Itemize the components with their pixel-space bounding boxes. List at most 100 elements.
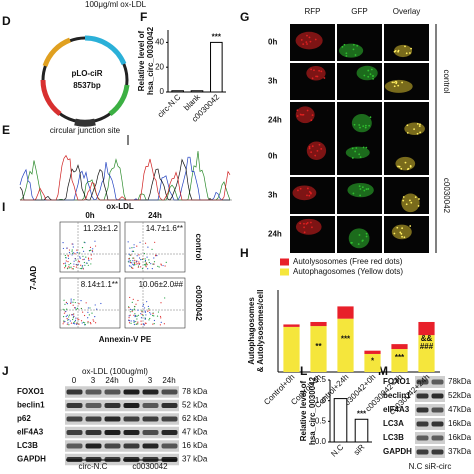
lane-group: circ-N.C <box>79 462 108 471</box>
annotation: && <box>421 334 433 343</box>
puncta <box>413 128 415 131</box>
size-label: 16kDa <box>448 419 472 428</box>
puncta <box>401 227 404 230</box>
size-label: 52kDa <box>448 391 472 400</box>
puncta <box>394 80 397 83</box>
puncta <box>310 119 313 122</box>
flow-dot <box>68 251 71 254</box>
size-label: 62 kDa <box>182 414 208 423</box>
flow-dot <box>64 265 67 267</box>
cell <box>295 106 315 124</box>
puncta <box>303 226 305 229</box>
flow-dot <box>79 252 81 254</box>
puncta <box>361 186 364 189</box>
flow-dot <box>152 323 154 325</box>
flow-dot <box>133 262 136 264</box>
flow-dot <box>128 306 130 309</box>
flow-dot <box>65 257 67 259</box>
y-axis-label: Relative level of <box>299 380 308 441</box>
flow-dot <box>62 308 64 310</box>
flow-dot <box>128 265 131 267</box>
flow-dot <box>70 298 72 300</box>
flow-plot <box>59 221 121 273</box>
blot-band <box>85 443 102 449</box>
flow-dot <box>68 264 70 266</box>
y-axis-label: & Autolysosomes/cell <box>256 290 265 373</box>
cell <box>306 141 327 160</box>
flow-dot <box>66 308 68 310</box>
cell <box>295 218 322 235</box>
puncta <box>297 189 299 192</box>
flow-dot <box>137 314 140 316</box>
y-axis-label: hsa_circ_0030042 <box>146 26 155 95</box>
blot-strip <box>65 453 179 466</box>
flow-dot <box>79 256 81 258</box>
puncta <box>310 151 313 154</box>
flow-dot <box>69 267 71 269</box>
flow-dot <box>83 258 85 260</box>
blot-band <box>66 416 83 422</box>
puncta <box>311 226 313 229</box>
flow-plot <box>59 277 121 329</box>
group-label: control <box>442 69 451 93</box>
panel-label: H <box>240 246 249 260</box>
puncta <box>363 189 366 192</box>
puncta <box>351 157 354 159</box>
size-label: 78 kDa <box>182 387 208 396</box>
blot-band <box>85 416 102 422</box>
blot-strip <box>415 418 445 430</box>
y-axis-label: Autophagosomes <box>247 297 256 365</box>
flow-dot <box>66 318 68 320</box>
flow-dot <box>87 317 89 319</box>
flow-dot <box>160 321 162 323</box>
flow-ylabel: 7-AAD <box>29 266 38 291</box>
flow-dot <box>136 255 138 257</box>
flow-dot <box>142 315 144 317</box>
bar <box>171 90 184 93</box>
puncta <box>357 243 360 245</box>
annotation: * <box>371 356 375 365</box>
puncta <box>356 44 359 47</box>
flow-dot <box>74 307 76 309</box>
y-tick-label: 40 <box>155 38 164 47</box>
flow-dot <box>82 321 85 323</box>
flow-dot <box>73 263 75 265</box>
flow-dot <box>147 246 149 248</box>
bar <box>210 41 223 93</box>
flow-dot <box>140 258 142 261</box>
lane-label: 3 <box>91 376 96 385</box>
flow-dot <box>72 246 74 248</box>
flow-dot <box>147 268 149 270</box>
flow-dot <box>144 318 146 320</box>
puncta <box>417 205 420 207</box>
flow-dot <box>88 314 90 316</box>
puncta <box>318 69 321 72</box>
flow-dot <box>78 318 80 321</box>
flow-dot <box>160 263 162 265</box>
flow-dot <box>78 303 80 305</box>
flow-dot <box>82 268 84 270</box>
flow-dot <box>129 262 132 264</box>
puncta <box>363 74 366 77</box>
flow-dot <box>132 250 135 253</box>
puncta <box>353 123 356 126</box>
puncta <box>296 115 299 117</box>
puncta <box>302 43 305 46</box>
cell <box>338 43 364 58</box>
flow-dot <box>65 264 67 266</box>
flow-dot <box>94 316 96 318</box>
flow-dot <box>145 265 147 267</box>
flow-dot <box>140 323 142 325</box>
blot-band <box>416 421 429 427</box>
bar-segment <box>418 335 435 372</box>
flow-dot <box>75 259 77 261</box>
legend-label: Autophagosomes (Yellow dots) <box>293 267 403 276</box>
flow-dot <box>74 320 76 323</box>
y-tick-label: 0 <box>160 87 165 96</box>
puncta <box>308 36 311 39</box>
flow-dot <box>93 320 95 322</box>
puncta <box>365 232 368 235</box>
flow-dot <box>82 258 84 261</box>
puncta <box>358 234 361 236</box>
